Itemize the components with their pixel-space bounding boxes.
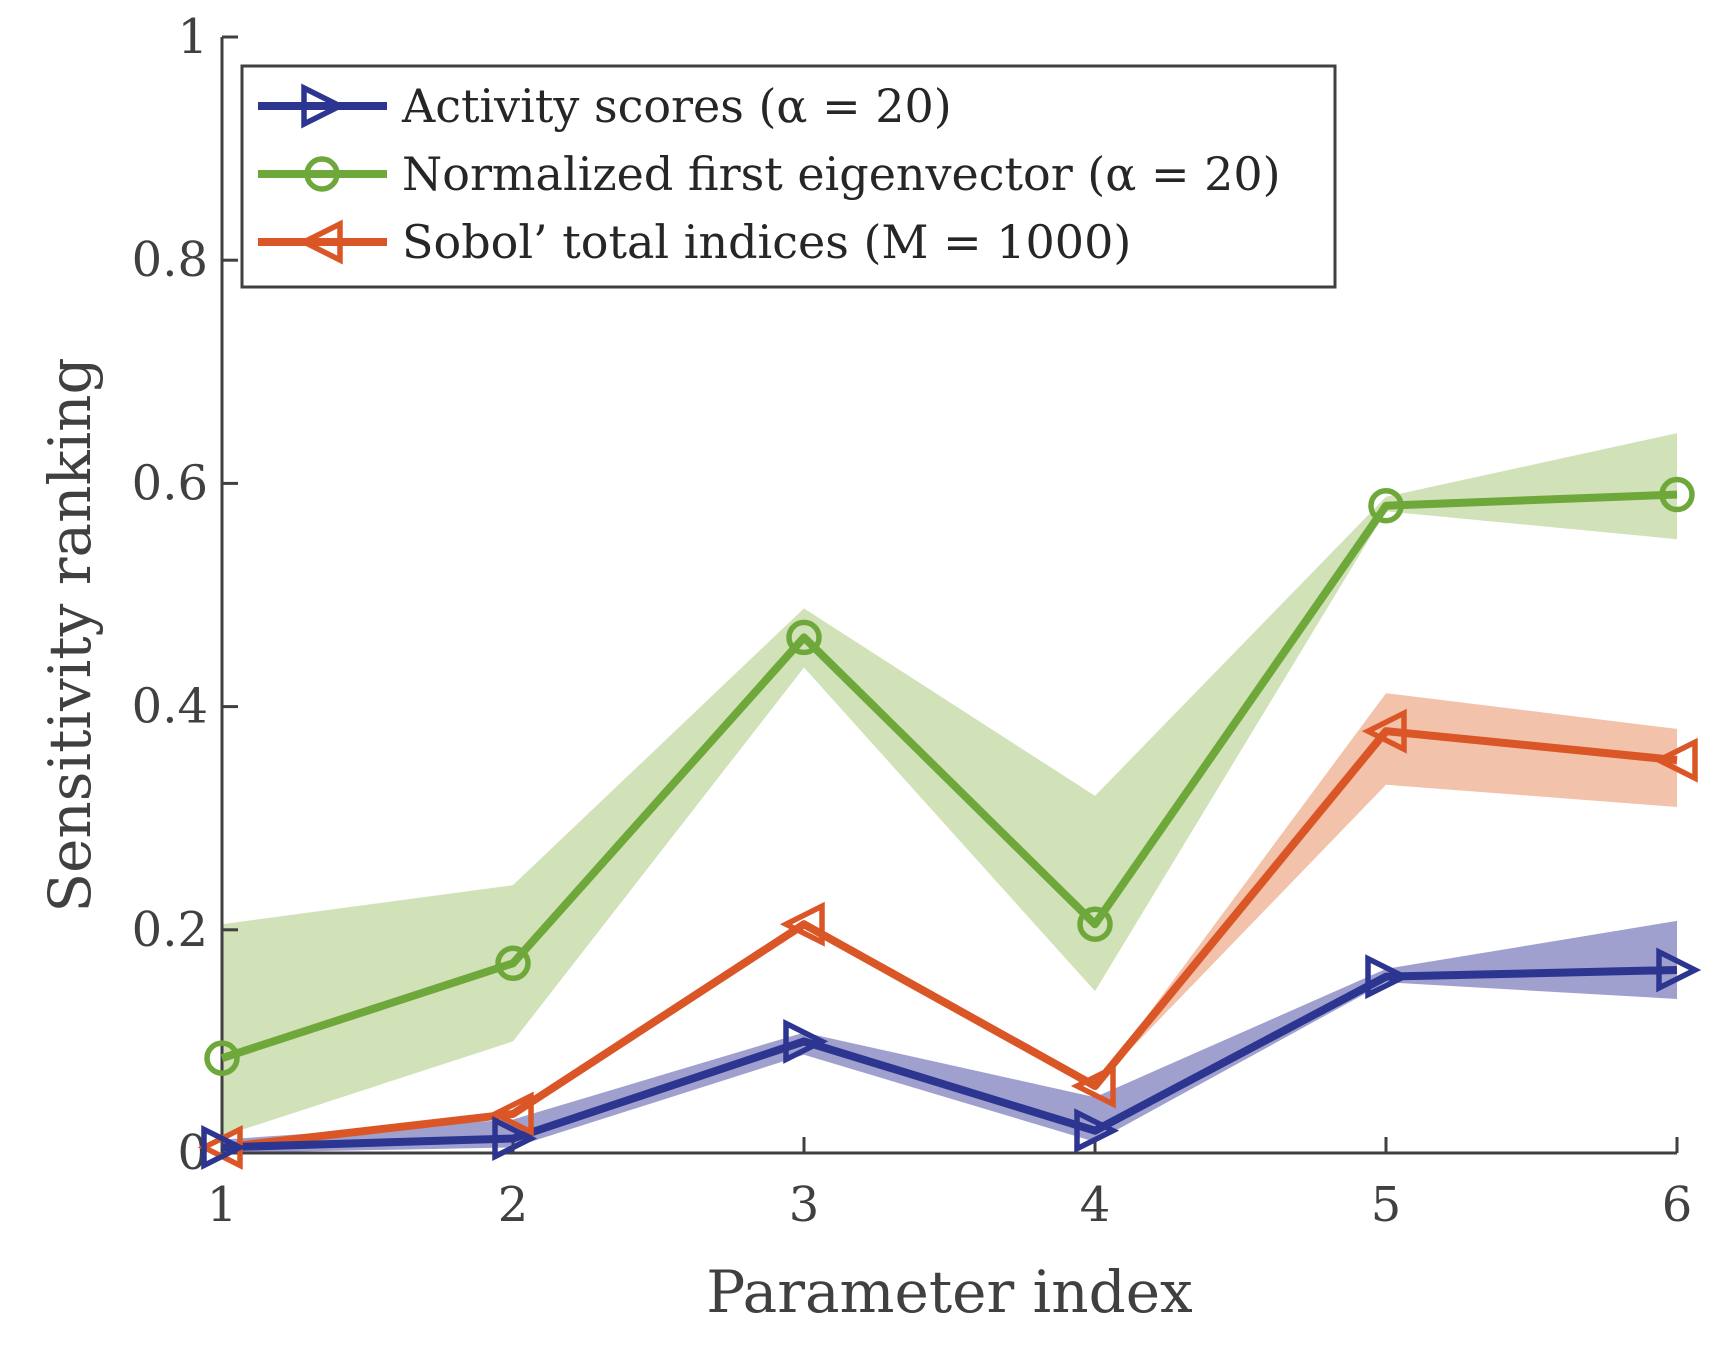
line-activity (221, 965, 1678, 1152)
marker-sobol (488, 1091, 534, 1137)
marker-activity (201, 1124, 247, 1170)
marker-eigen (1077, 906, 1113, 942)
marker-eigen (204, 1040, 240, 1076)
legend-marker-sobol (297, 219, 343, 265)
marker-sobol (779, 901, 825, 947)
x-tick-label: 6 (1662, 1177, 1693, 1233)
y-tick-label: 0.6 (132, 455, 208, 511)
marker-eigen (1368, 487, 1404, 524)
legend-marker-eigen (304, 156, 340, 192)
legend-box (240, 64, 1337, 289)
marker-activity (1656, 947, 1702, 993)
legend-label-sobol: Sobol’ total indices (M = 1000) (402, 215, 1131, 269)
x-tick-label: 1 (207, 1177, 238, 1233)
series-markers (197, 476, 1702, 1170)
marker-sobol (1070, 1063, 1116, 1109)
line-eigen (220, 490, 1678, 1062)
y-axis-label: Sensitivity ranking (36, 357, 104, 912)
marker-activity (1365, 954, 1411, 1000)
marker-sobol (1652, 737, 1698, 783)
x-tick-label: 3 (789, 1177, 820, 1233)
y-tick-label: 0.4 (132, 679, 208, 735)
marker-activity (1074, 1108, 1120, 1154)
marker-activity (492, 1116, 538, 1161)
marker-sobol (1361, 708, 1407, 754)
legend: Activity scores (α = 20) Normalized first… (240, 64, 1337, 289)
x-tick-label: 2 (498, 1177, 529, 1233)
legend-label-activity: Activity scores (α = 20) (401, 79, 952, 133)
marker-eigen (786, 619, 822, 656)
legend-marker-activity (301, 83, 347, 129)
x-tick-label: 4 (1080, 1177, 1111, 1233)
x-axis-label: Parameter index (706, 1258, 1193, 1326)
band-sobol (222, 693, 1677, 1148)
confidence-bands (222, 433, 1677, 1153)
legend-label-eigen: Normalized first eigenvector (α = 20) (402, 147, 1281, 201)
y-tick-label: 0.8 (132, 232, 208, 288)
marker-activity (783, 1018, 829, 1064)
axes: 00.20.40.60.811 2 3 4 5 6 (132, 9, 1693, 1233)
marker-eigen (1659, 476, 1695, 513)
y-tick-label: 0.2 (132, 902, 208, 958)
marker-eigen (495, 945, 531, 982)
y-tick-label: 1 (177, 9, 208, 65)
x-tick-label: 5 (1371, 1177, 1402, 1233)
line-sobol (221, 727, 1678, 1152)
series-lines (220, 490, 1678, 1152)
